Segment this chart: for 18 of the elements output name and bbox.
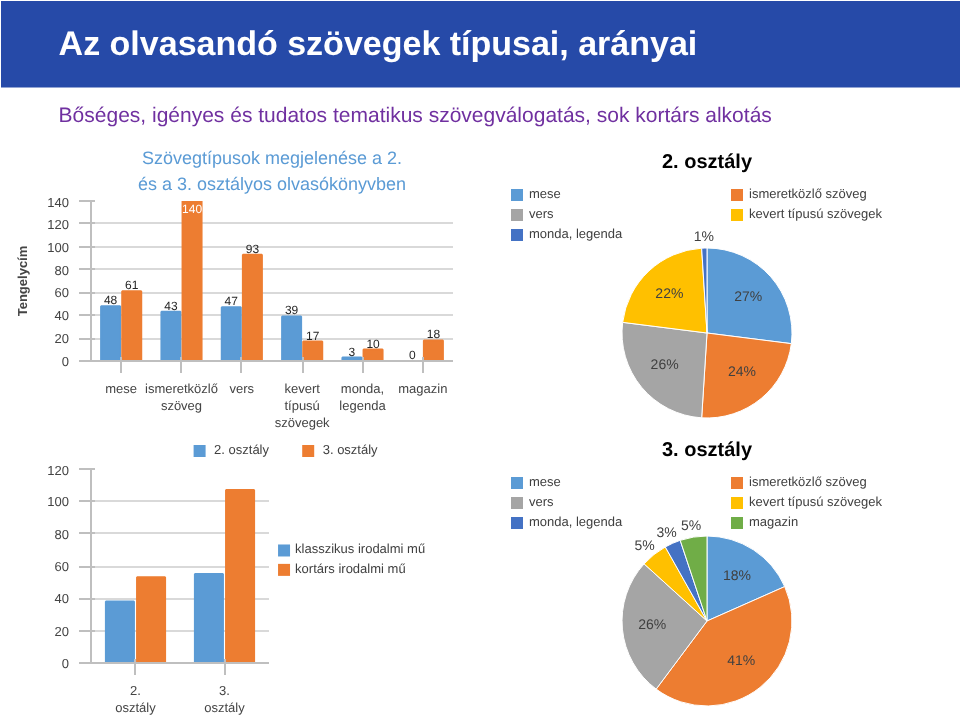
bar	[160, 310, 182, 361]
text: Az olvasandó szövegek típusai, arányai	[58, 25, 698, 64]
bar	[121, 290, 143, 361]
chart-title: 2. osztály	[661, 152, 753, 174]
chart-title: 3. osztály	[661, 440, 753, 462]
bar	[104, 600, 135, 663]
bar	[136, 576, 167, 663]
bar	[422, 339, 444, 361]
bar	[241, 253, 263, 361]
bar	[181, 201, 203, 361]
bar	[281, 315, 303, 361]
bar	[225, 489, 256, 663]
bar	[302, 340, 324, 361]
chart-title: Szövegtípusok megjelenése a 2. és a 3. osztályos olvasókönyvben	[137, 148, 407, 194]
text: Bőséges, igényes és tudatos tematikus szövegválogatás, sok kortárs alkotás	[58, 104, 772, 129]
bar	[193, 573, 224, 663]
bar	[220, 306, 242, 361]
bar	[100, 305, 122, 361]
